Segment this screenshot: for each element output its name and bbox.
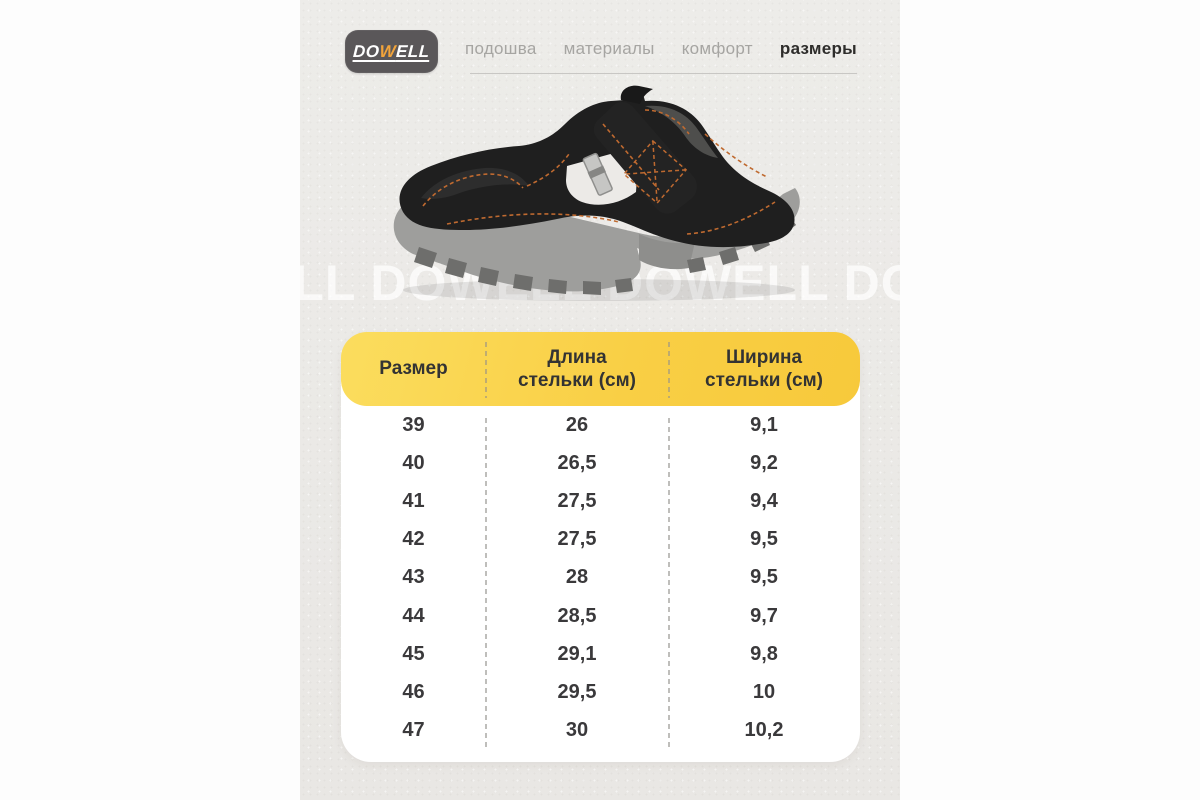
column-header-size: Размер: [379, 358, 448, 380]
table-cell: 30: [565, 719, 589, 742]
nav-item-sizes[interactable]: размеры: [779, 39, 857, 58]
table-row: 43 28 9,5: [341, 566, 860, 589]
table-cell: 10: [752, 681, 776, 704]
instep-strap: [593, 101, 697, 214]
table-cell: 9,5: [750, 566, 778, 589]
table-cell: 45: [402, 642, 425, 665]
brand-logo[interactable]: DOWELL: [345, 30, 438, 73]
table-cell: 29,5: [557, 681, 597, 704]
table-cell: 40: [402, 451, 425, 474]
nav-divider: [470, 73, 857, 74]
column-header-insole-width: Ширина стельки (см): [705, 346, 823, 391]
column-separator: [668, 342, 670, 398]
size-table-body: 39 26 9,1 40 26,5 9,2 41 27,5 9,4 42 27,5 9,5 43 28 9,…: [341, 406, 860, 750]
table-cell: 9,5: [750, 528, 778, 551]
table-row: 45 29,1 9,8: [341, 643, 860, 666]
table-row: 40 26,5 9,2: [341, 452, 860, 475]
table-cell: 29,1: [557, 642, 597, 665]
table-cell: 27,5: [557, 490, 597, 513]
shoe-image: [393, 85, 800, 301]
table-cell: 28,5: [557, 604, 597, 627]
table-cell: 9,4: [750, 490, 778, 513]
nav-item-sole[interactable]: подошва: [464, 39, 537, 58]
logo-part-do: DO: [352, 41, 381, 61]
logo-part-ell: ELL: [395, 41, 431, 61]
table-cell: 9,2: [750, 451, 778, 474]
table-cell: 28: [565, 566, 589, 589]
size-table-card: Размер Длина стельки (см) Ширина стельки…: [341, 332, 860, 762]
logo-part-w: W: [379, 41, 397, 61]
table-cell: 41: [402, 490, 425, 513]
table-row: 39 26 9,1: [341, 414, 860, 437]
table-cell: 39: [402, 413, 425, 436]
table-cell: 46: [402, 681, 425, 704]
table-cell: 10,2: [744, 719, 784, 742]
table-cell: 47: [402, 719, 425, 742]
table-cell: 9,7: [750, 604, 778, 627]
size-table-header: Размер Длина стельки (см) Ширина стельки…: [341, 332, 860, 406]
table-row: 41 27,5 9,4: [341, 490, 860, 513]
brand-logo-text: DOWELL: [353, 42, 431, 62]
table-cell: 42: [402, 528, 425, 551]
nav-item-comfort[interactable]: комфорт: [681, 39, 753, 58]
table-row: 44 28,5 9,7: [341, 605, 860, 628]
table-cell: 26,5: [557, 451, 597, 474]
content-panel: DOWELL подошва материалы комфорт размеры…: [300, 0, 900, 800]
table-cell: 44: [402, 604, 425, 627]
table-cell: 27,5: [557, 528, 597, 551]
table-cell: 9,1: [750, 413, 778, 436]
section-nav: подошва материалы комфорт размеры: [465, 39, 857, 59]
table-row: 42 27,5 9,5: [341, 528, 860, 551]
orange-stitching: [422, 109, 776, 235]
table-row: 47 30 10,2: [341, 719, 860, 742]
table-cell: 9,8: [750, 642, 778, 665]
table-cell: 43: [402, 566, 425, 589]
hero-section: DOWELL DOWELL DOWELL DOWELL: [300, 78, 900, 332]
column-separator: [485, 418, 487, 750]
nav-item-materials[interactable]: материалы: [563, 39, 655, 58]
table-row: 46 29,5 10: [341, 681, 860, 704]
column-separator: [668, 418, 670, 750]
buckle: [582, 152, 613, 196]
table-cell: 26: [565, 413, 589, 436]
column-header-insole-length: Длина стельки (см): [518, 346, 636, 391]
column-separator: [485, 342, 487, 398]
